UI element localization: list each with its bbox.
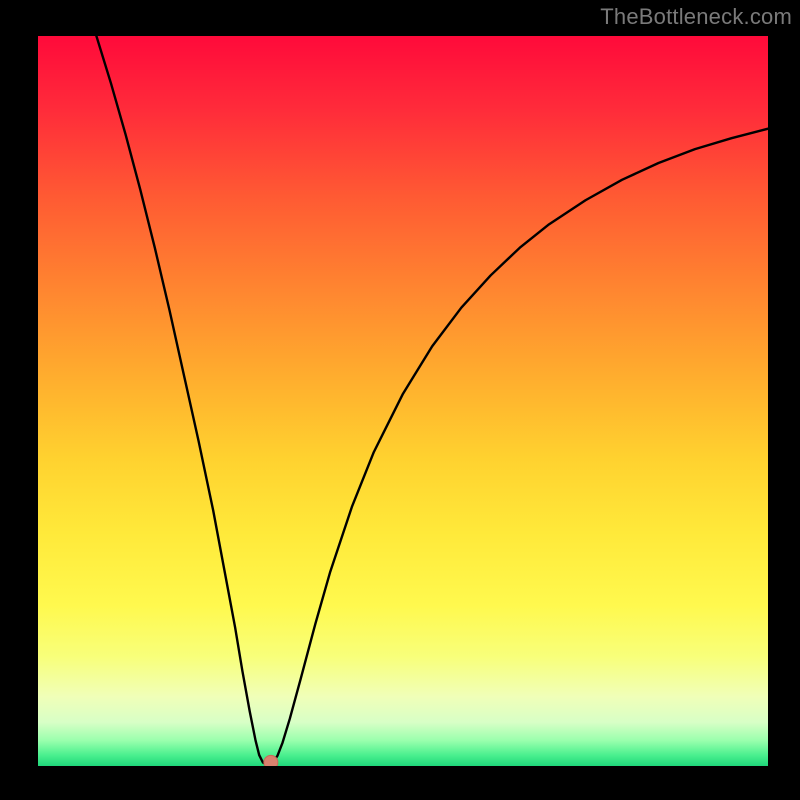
chart-frame: TheBottleneck.com [0,0,800,800]
plot-area [38,36,768,766]
optimum-marker [264,755,278,766]
watermark-text: TheBottleneck.com [600,4,792,30]
bottleneck-curve [96,36,768,765]
curve-overlay [38,36,768,766]
